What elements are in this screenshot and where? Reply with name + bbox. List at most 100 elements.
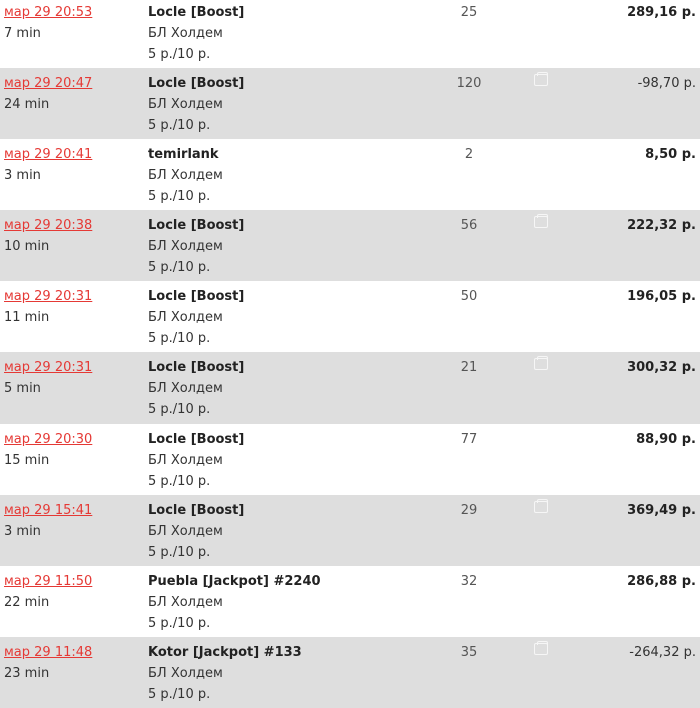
table-row: мар 29 20:41 3 min temirlank БЛ Холдем 5 р./… [0,139,700,210]
game-type: БЛ Холдем [148,168,223,184]
hands-count: 29 [460,502,478,518]
game-cell: Locle [Boost] БЛ Холдем 5 р./10 р. [148,286,244,349]
session-duration: 5 min [4,381,41,397]
game-cell: Locle [Boost] БЛ Холдем 5 р./10 р. [148,357,244,420]
table-name: Locle [Boost] [148,218,245,234]
session-duration: 23 min [4,665,50,681]
wallet-icon-wrap [534,356,548,371]
table-row: мар 29 15:41 3 min Locle [Boost] БЛ Холдем 5… [0,494,700,566]
stakes: 5 р./10 р. [148,260,211,276]
hands-count: 25 [460,5,478,20]
date-cell: мар 29 20:41 3 min [4,144,92,186]
result-amount: 286,88 р. [627,573,696,589]
game-type: БЛ Холдем [148,523,223,539]
game-cell: Locle [Boost] БЛ Холдем 5 р./10 р. [148,2,244,65]
session-duration: 11 min [4,310,50,326]
hands-count: 2 [464,147,474,163]
wallet-icon-wrap [534,640,548,655]
result-amount: 8,50 р. [645,147,696,163]
date-cell: мар 29 11:48 23 min [4,642,92,684]
table-row: мар 29 20:53 7 min Locle [Boost] БЛ Холдем 5… [0,0,700,68]
session-date-link[interactable]: мар 29 20:38 [4,218,93,234]
session-date-link[interactable]: мар 29 15:41 [4,502,93,518]
table-name: Locle [Boost] [148,289,245,305]
wallet-icon-wrap [534,214,548,229]
game-type: БЛ Холдем [148,26,223,41]
game-cell: Locle [Boost] БЛ Холдем 5 р./10 р. [148,73,244,136]
result-amount: 196,05 р. [627,289,696,305]
game-cell: Puebla [Jackpot] #2240 БЛ Холдем 5 р./10 р… [148,571,321,634]
table-row: мар 29 20:30 15 min Locle [Boost] БЛ Холдем… [0,424,700,495]
session-duration: 15 min [4,452,50,468]
session-duration: 3 min [4,168,41,184]
game-cell: Locle [Boost] БЛ Холдем 5 р./10 р. [148,429,244,492]
date-cell: мар 29 20:30 15 min [4,429,92,471]
table-name: Locle [Boost] [148,502,245,518]
table-row: мар 29 11:48 23 min Kotor [Jackpot] #133 БЛ… [0,636,700,708]
stakes: 5 р./10 р. [148,544,211,560]
session-duration: 24 min [4,97,50,113]
game-type: БЛ Холдем [148,381,223,397]
hands-count: 35 [460,644,478,660]
hands-count: 50 [460,289,478,305]
session-duration: 10 min [4,239,50,255]
table-row: мар 29 20:31 11 min Locle [Boost] БЛ Холдем… [0,281,700,352]
table-name: Locle [Boost] [148,431,245,447]
session-date-link[interactable]: мар 29 20:30 [4,431,93,447]
game-cell: Locle [Boost] БЛ Холдем 5 р./10 р. [148,500,244,563]
wallet-icon [534,356,548,371]
session-date-link[interactable]: мар 29 20:31 [4,289,93,305]
game-type: БЛ Холдем [148,665,223,681]
session-date-link[interactable]: мар 29 11:48 [4,644,93,660]
stakes: 5 р./10 р. [148,615,211,631]
result-amount: 289,16 р. [627,5,696,20]
result-amount: -98,70 р. [637,76,696,92]
wallet-icon-wrap [534,72,548,87]
session-date-link[interactable]: мар 29 20:31 [4,360,93,376]
table-row: мар 29 20:31 5 min Locle [Boost] БЛ Холдем 5… [0,352,700,424]
result-amount: 369,49 р. [627,502,696,518]
result-amount: 300,32 р. [627,360,696,376]
session-date-link[interactable]: мар 29 20:53 [4,5,93,20]
table-row: мар 29 20:47 24 min Locle [Boost] БЛ Холдем… [0,68,700,140]
table-name: Locle [Boost] [148,360,245,376]
game-cell: Kotor [Jackpot] #133 БЛ Холдем 5 р./10 р. [148,642,302,705]
game-type: БЛ Холдем [148,452,223,468]
session-date-link[interactable]: мар 29 11:50 [4,573,93,589]
stakes: 5 р./10 р. [148,118,211,134]
hands-count: 120 [456,76,482,92]
date-cell: мар 29 20:53 7 min [4,2,92,44]
wallet-icon [534,214,548,229]
game-type: БЛ Холдем [148,239,223,255]
game-type: БЛ Холдем [148,594,223,610]
game-type: БЛ Холдем [148,97,223,113]
game-cell: temirlank БЛ Холдем 5 р./10 р. [148,144,223,207]
session-duration: 22 min [4,594,50,610]
session-date-link[interactable]: мар 29 20:47 [4,76,93,92]
hands-count: 77 [460,431,478,447]
table-name: temirlank [148,147,219,163]
wallet-icon [534,640,548,655]
table-row: мар 29 20:38 10 min Locle [Boost] БЛ Холдем… [0,210,700,282]
session-date-link[interactable]: мар 29 20:41 [4,147,93,163]
stakes: 5 р./10 р. [148,47,211,62]
hands-count: 56 [460,218,478,234]
stakes: 5 р./10 р. [148,331,211,347]
date-cell: мар 29 11:50 22 min [4,571,92,613]
date-cell: мар 29 15:41 3 min [4,500,92,542]
table-name: Puebla [Jackpot] #2240 [148,573,321,589]
date-cell: мар 29 20:47 24 min [4,73,92,115]
date-cell: мар 29 20:31 11 min [4,286,92,328]
hands-count: 32 [460,573,478,589]
session-duration: 3 min [4,523,41,539]
stakes: 5 р./10 р. [148,686,211,702]
table-name: Locle [Boost] [148,76,245,92]
game-type: БЛ Холдем [148,310,223,326]
wallet-icon [534,498,548,513]
table-name: Locle [Boost] [148,5,245,20]
hands-count: 21 [460,360,478,376]
wallet-icon [534,72,548,87]
session-duration: 7 min [4,26,41,41]
stakes: 5 р./10 р. [148,189,211,205]
